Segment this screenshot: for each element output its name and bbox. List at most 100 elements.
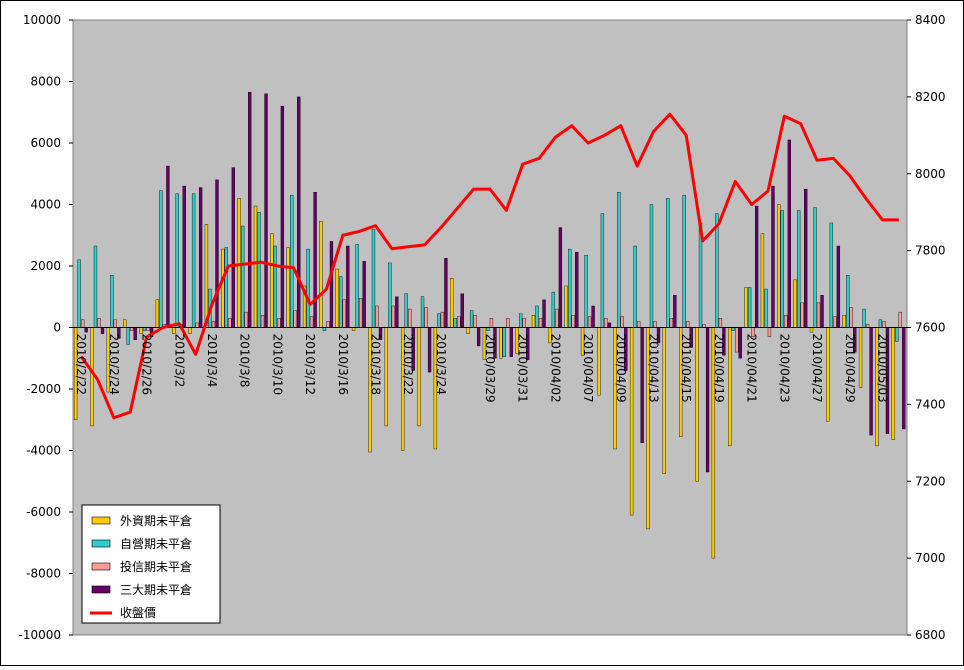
y-axis-right: 8400 8200 8000 7800 7600 7400 7200 7000 6800 — [907, 13, 946, 642]
bar — [800, 302, 804, 328]
bar — [264, 93, 268, 328]
bar — [159, 190, 163, 328]
bar — [248, 92, 252, 328]
x-tick-label: 2010/04/07 — [581, 334, 595, 403]
y-tick-label: -4000 — [26, 444, 61, 458]
bar — [718, 318, 723, 328]
y2-tick-label: 8000 — [915, 167, 946, 181]
bar — [77, 259, 81, 328]
x-tick-label: 2010/04/09 — [614, 334, 628, 403]
bar — [90, 327, 94, 427]
y-tick-label: 2000 — [30, 259, 61, 273]
bar — [862, 308, 866, 328]
bar — [744, 287, 748, 328]
bar — [97, 318, 101, 328]
bar — [564, 285, 568, 328]
legend-label: 投信期未平倉 — [120, 559, 192, 574]
bar — [597, 327, 601, 396]
bar — [260, 315, 265, 328]
bar — [273, 245, 278, 328]
bar — [809, 327, 814, 333]
bar — [453, 318, 457, 328]
bar — [653, 321, 657, 328]
bar — [329, 241, 334, 328]
y2-tick-label: 7800 — [915, 244, 946, 258]
bar — [457, 316, 461, 328]
legend-swatch — [91, 562, 111, 571]
x-tick-label: 2010/03/31 — [516, 334, 530, 403]
x-tick-label: 2010/05/03 — [875, 334, 889, 403]
bar — [309, 316, 314, 328]
bar — [575, 251, 579, 328]
bar — [473, 315, 477, 328]
bar — [290, 195, 294, 328]
bar — [842, 315, 846, 328]
bar — [502, 327, 506, 357]
bar — [902, 327, 906, 430]
x-tick-label: 2010/3/18 — [369, 334, 383, 396]
bar — [499, 327, 503, 359]
bar — [669, 318, 674, 328]
bar — [538, 318, 543, 328]
bar — [450, 278, 454, 328]
bar — [408, 308, 412, 328]
y-tick-label: 8000 — [30, 75, 61, 89]
bar — [93, 245, 98, 328]
bar — [270, 233, 274, 328]
legend-swatch — [91, 539, 111, 548]
bar — [571, 315, 575, 328]
bar — [551, 291, 556, 328]
bar — [633, 245, 637, 328]
series-line-1 — [79, 112, 899, 420]
bar — [257, 211, 261, 328]
bar — [280, 105, 285, 328]
bar — [342, 299, 346, 328]
bar — [777, 204, 781, 328]
bar — [820, 295, 824, 328]
bar — [476, 327, 481, 347]
x-tick-label: 2010/03/29 — [483, 334, 497, 403]
bar — [440, 311, 445, 328]
x-tick-label: 2010/3/4 — [205, 334, 219, 388]
legend-swatch — [91, 516, 111, 525]
bar-series-4 — [84, 92, 906, 473]
x-tick-label: 2010/04/02 — [548, 334, 562, 403]
bar-series-3 — [80, 298, 902, 353]
bar — [686, 321, 690, 328]
bar — [869, 327, 873, 436]
bar — [793, 279, 797, 328]
bar — [738, 327, 742, 359]
bar — [682, 195, 686, 328]
bar — [80, 319, 85, 328]
bar — [607, 322, 612, 328]
bar — [666, 198, 670, 328]
bar — [339, 276, 343, 328]
bar — [466, 327, 470, 334]
bar — [362, 261, 366, 328]
bar — [506, 318, 510, 328]
bar — [829, 222, 834, 328]
bar — [391, 305, 396, 328]
bar — [286, 247, 290, 328]
bar — [221, 248, 225, 328]
bar — [522, 318, 526, 328]
bar — [617, 191, 621, 328]
bar — [384, 327, 388, 427]
bar — [771, 185, 775, 328]
bar — [673, 295, 677, 328]
bar — [620, 316, 624, 328]
bar — [231, 167, 235, 328]
x-tick-label: 2010/04/13 — [647, 334, 661, 403]
bar — [417, 327, 421, 427]
bar — [735, 327, 739, 353]
x-tick-label: 2010/3/12 — [303, 334, 317, 396]
bar — [509, 327, 513, 357]
bar — [878, 319, 883, 328]
bar — [584, 255, 588, 328]
bar — [587, 316, 592, 328]
bar — [531, 315, 536, 328]
bar — [849, 307, 853, 328]
y-tick-label: 0 — [53, 321, 61, 335]
